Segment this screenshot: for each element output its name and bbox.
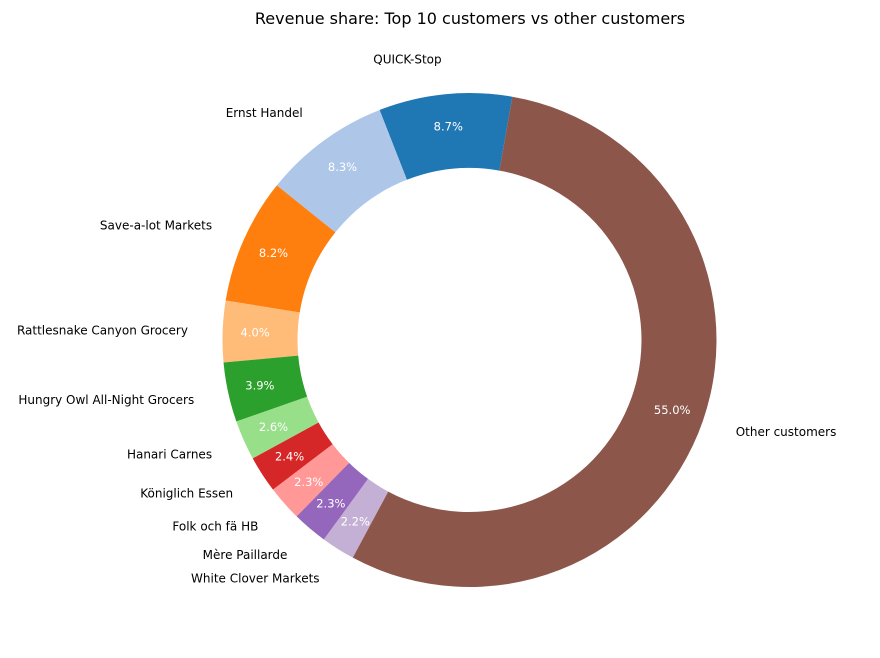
percent-label-quick-stop: 8.7%	[434, 120, 463, 134]
category-label-hanari-carnes: Hanari Carnes	[127, 447, 212, 461]
slice-mere-paillarde	[296, 462, 369, 540]
slice-hungry-owl-all-night-grocers	[223, 355, 308, 422]
slice-koniglich-essen	[252, 422, 333, 490]
category-label-koniglich-essen: Königlich Essen	[140, 486, 233, 500]
slices-group	[222, 93, 717, 587]
category-label-white-clover-markets: White Clover Markets	[191, 571, 320, 585]
slice-hanari-carnes	[236, 396, 319, 459]
category-label-save-a-lot-markets: Save-a-lot Markets	[100, 219, 212, 233]
percent-label-hanari-carnes: 2.6%	[259, 420, 288, 434]
percent-label-white-clover-markets: 2.2%	[341, 515, 370, 529]
percent-label-rattlesnake-canyon-grocery: 4.0%	[241, 326, 270, 340]
category-label-folk-och-fa-hb: Folk och fä HB	[172, 519, 258, 533]
category-label-other-customers: Other customers	[736, 425, 837, 439]
slice-ernst-handel	[276, 109, 407, 233]
category-label-quick-stop: QUICK-Stop	[373, 53, 441, 67]
percent-label-save-a-lot-markets: 8.2%	[259, 246, 288, 260]
slice-save-a-lot-markets	[225, 185, 336, 313]
percent-label-hungry-owl-all-night-grocers: 3.9%	[245, 379, 274, 393]
category-label-rattlesnake-canyon-grocery: Rattlesnake Canyon Grocery	[17, 323, 188, 337]
slice-other-customers	[352, 96, 717, 587]
slice-rattlesnake-canyon-grocery	[222, 300, 300, 363]
percent-label-koniglich-essen: 2.4%	[275, 450, 304, 464]
percent-labels-group: 8.7% 8.3% 8.2% 4.0% 3.9% 2.6% 2.4% 2.3% 2.3% 2.2%…	[241, 120, 691, 529]
slice-folk-och-fa-hb	[273, 444, 350, 517]
slice-white-clover-markets	[323, 478, 389, 558]
percent-label-ernst-handel: 8.3%	[328, 160, 357, 174]
category-label-mere-paillarde: Mère Paillarde	[203, 548, 288, 562]
percent-label-folk-och-fa-hb: 2.3%	[294, 475, 323, 489]
category-labels-group: QUICK-Stop Ernst Handel Save-a-lot Markets…	[17, 53, 836, 586]
category-label-ernst-handel: Ernst Handel	[226, 106, 303, 120]
percent-label-other-customers: 55.0%	[654, 403, 691, 417]
percent-label-mere-paillarde: 2.3%	[316, 497, 345, 511]
chart-title: Revenue share: Top 10 customers vs other…	[255, 9, 685, 28]
slice-quick-stop	[379, 93, 513, 180]
category-label-hungry-owl-all-night-grocers: Hungry Owl All-Night Grocers	[18, 393, 194, 407]
